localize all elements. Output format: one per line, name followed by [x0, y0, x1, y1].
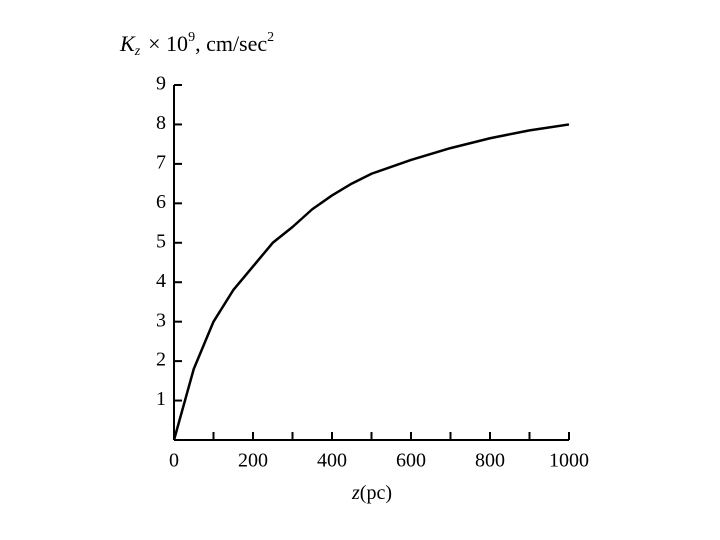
x-tick-label: 0 [169, 450, 179, 472]
x-tick-label: 1000 [549, 450, 589, 472]
title-part: K [119, 31, 136, 56]
xlabel-part: (pc) [360, 482, 392, 504]
chart-title: Kz × 109, cm/sec2 [119, 30, 274, 59]
x-tick-label: 200 [238, 450, 268, 472]
y-tick-label: 7 [156, 151, 166, 173]
y-tick-label: 5 [156, 230, 166, 252]
x-tick-label: 800 [475, 450, 505, 472]
title-part: 9 [188, 30, 195, 45]
x-axis-label: z(pc) [351, 482, 392, 504]
title-part: 2 [267, 30, 274, 45]
title-part: , cm/sec [195, 31, 267, 56]
x-tick-label: 400 [317, 450, 347, 472]
y-tick-label: 9 [156, 73, 166, 95]
title-part: × 10 [148, 31, 188, 56]
line [172, 123, 570, 441]
title-part: z [134, 44, 141, 59]
x-tick-label: 600 [396, 450, 426, 472]
y-tick-label: 8 [156, 112, 166, 134]
y-tick-label: 2 [156, 349, 166, 371]
y-tick-label: 3 [156, 309, 166, 331]
y-tick-label: 6 [156, 191, 166, 213]
y-tick-label: 1 [156, 388, 166, 410]
xlabel-part: z [351, 482, 360, 504]
y-tick-label: 4 [156, 270, 166, 292]
